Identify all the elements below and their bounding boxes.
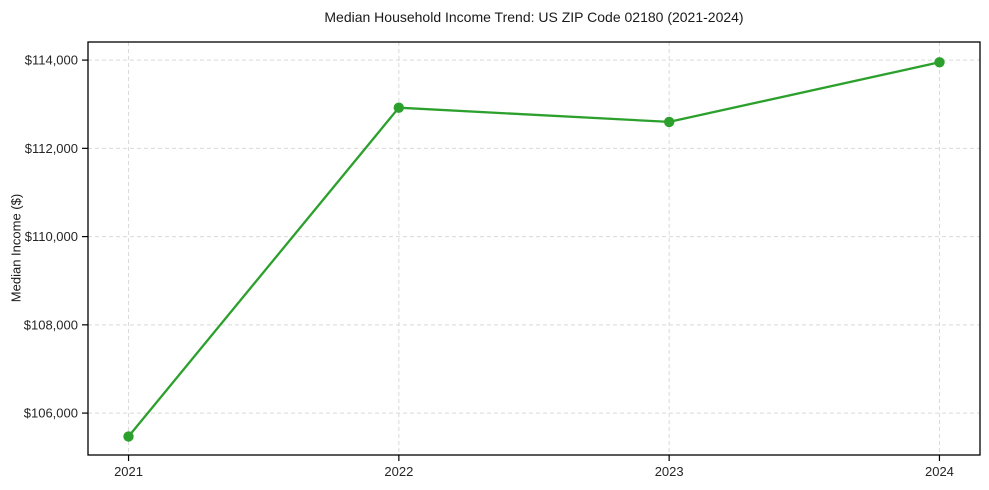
x-tick-label: 2023 <box>655 464 684 479</box>
data-line <box>127 61 941 438</box>
y-tick-label: $112,000 <box>25 141 78 156</box>
y-tick-label: $106,000 <box>24 406 78 421</box>
data-point-marker <box>393 102 404 113</box>
y-tick-label: $110,000 <box>25 229 78 244</box>
y-tick-label: $108,000 <box>24 317 78 332</box>
y-axis-label: Median Income ($) <box>8 193 24 303</box>
x-tick-label: 2024 <box>925 464 954 479</box>
chart-title: Median Household Income Trend: US ZIP Co… <box>324 9 744 25</box>
axes-spines <box>87 41 981 456</box>
data-point-marker <box>934 57 945 68</box>
data-point-marker <box>123 431 134 442</box>
data-point-marker <box>664 116 675 128</box>
x-tick-label: 2022 <box>384 464 413 479</box>
y-tick-label: $114,000 <box>25 53 78 68</box>
x-tick-label: 2021 <box>114 464 143 479</box>
